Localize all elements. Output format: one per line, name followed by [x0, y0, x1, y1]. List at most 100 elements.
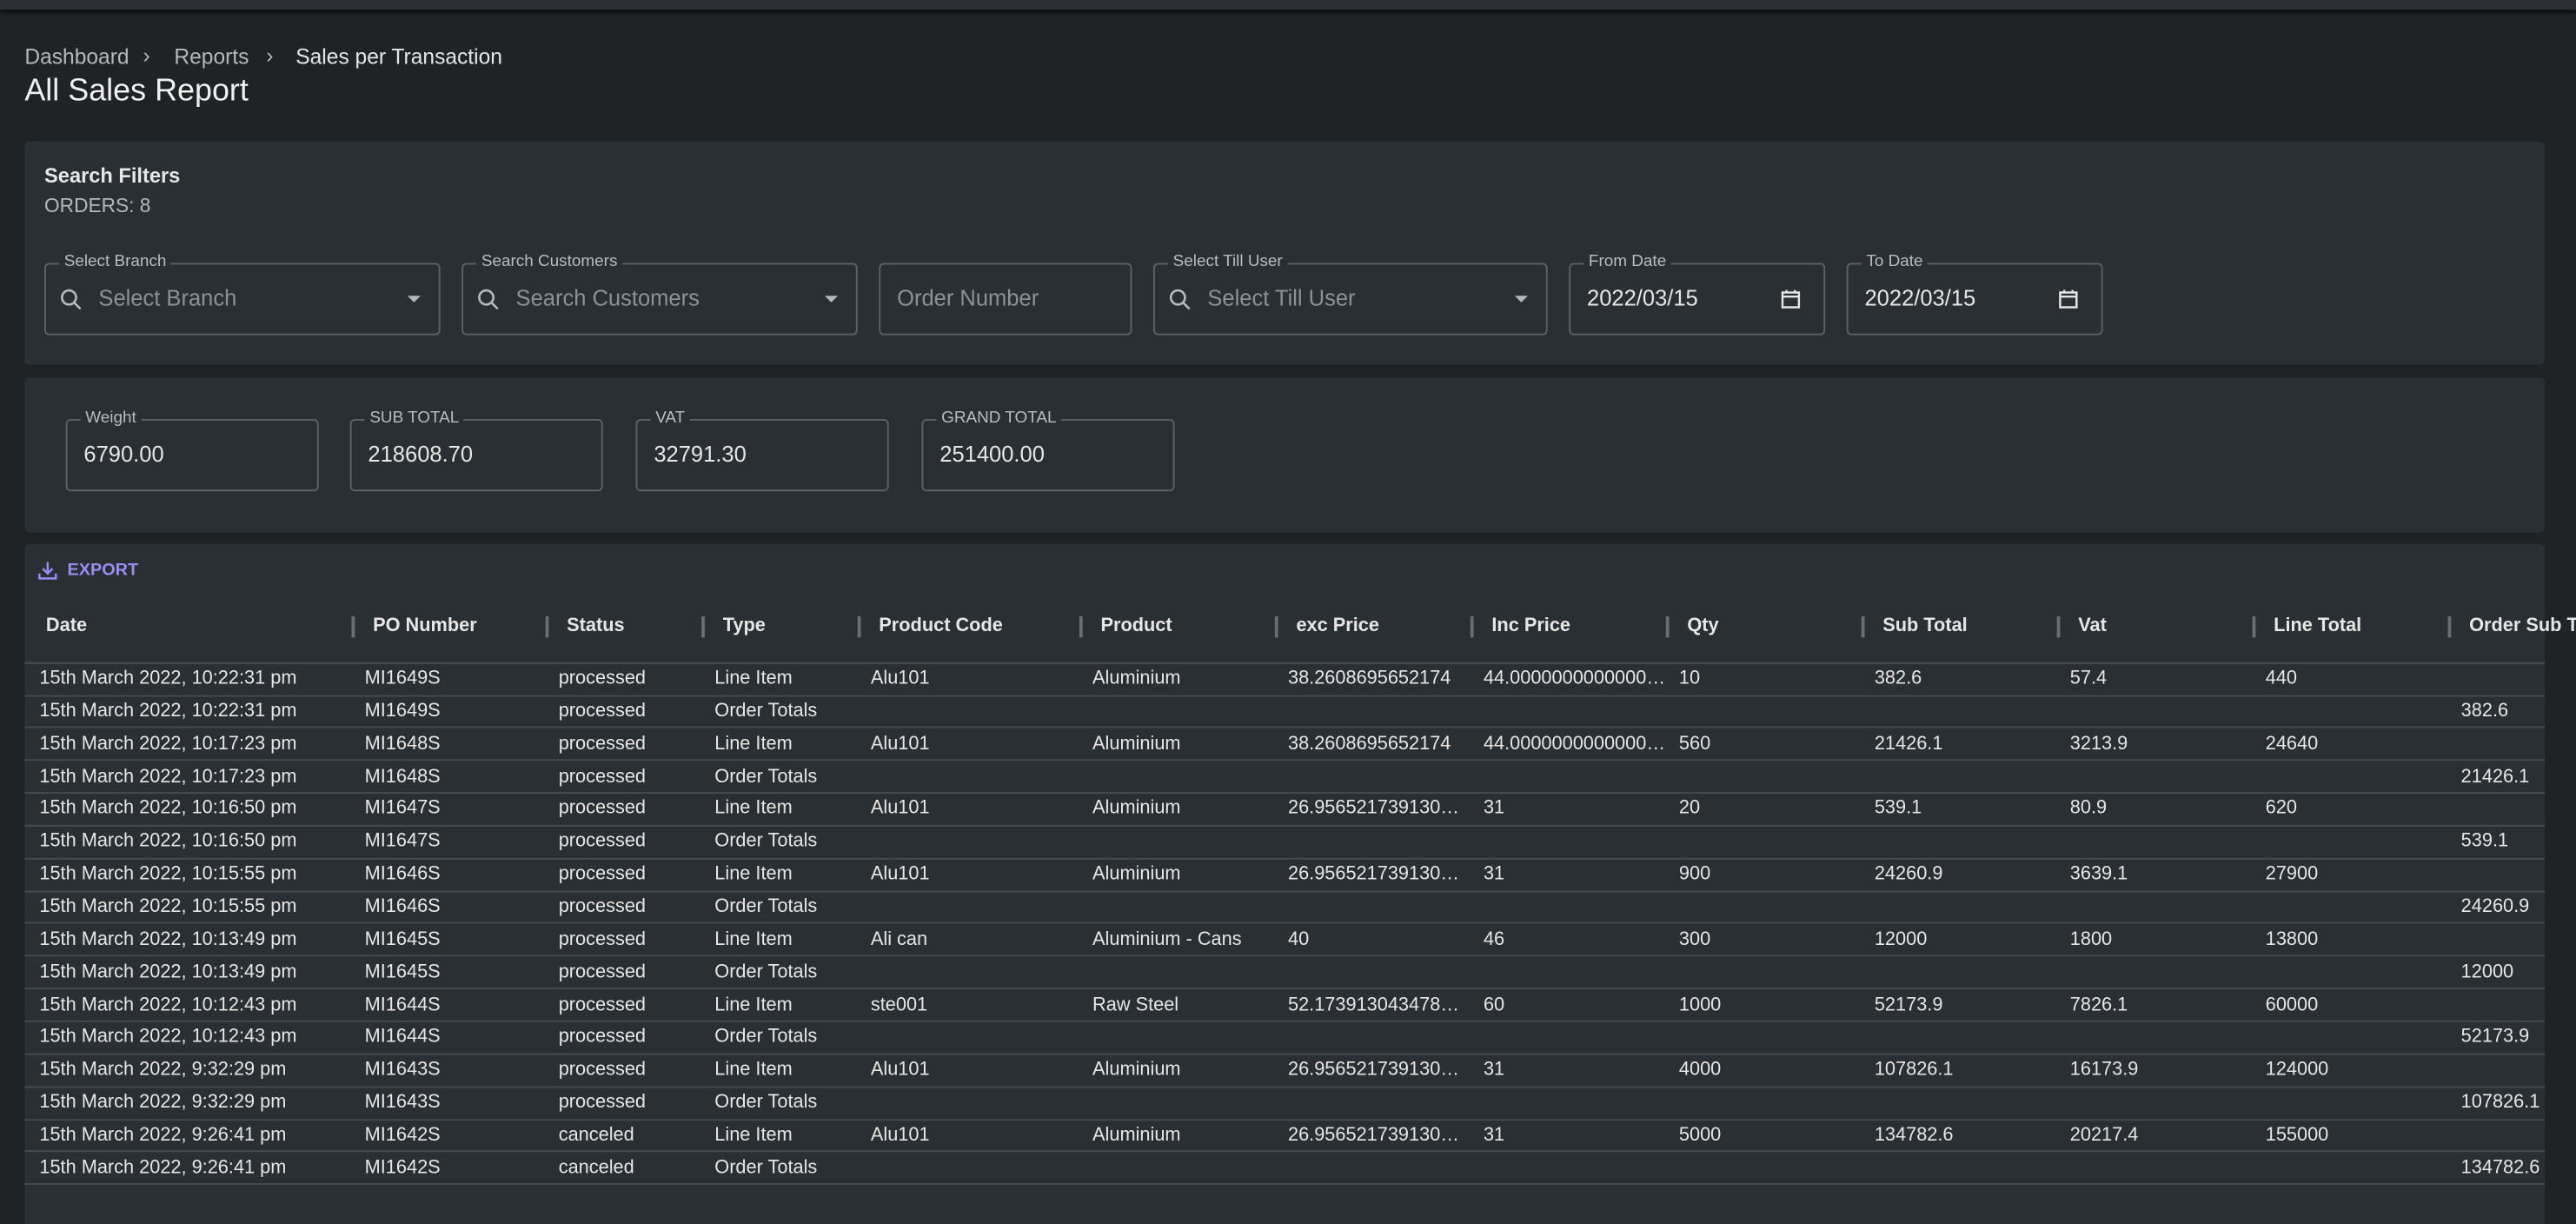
- total-field: GRAND TOTAL251400.00: [921, 419, 1174, 491]
- table-cell: Order Totals: [714, 695, 857, 728]
- table-cell: Alu101: [871, 858, 1079, 891]
- table-cell: MI1646S: [365, 858, 546, 891]
- table-cell: 15th March 2022, 10:12:43 pm: [39, 1021, 355, 1054]
- table-cell: 382.6: [1875, 662, 2057, 695]
- table-cell: Order Totals: [714, 1152, 857, 1185]
- column-header[interactable]: Qty: [1687, 616, 1718, 636]
- table-cell: 60: [1484, 988, 1666, 1021]
- table-cell: 16173.9: [2070, 1054, 2253, 1087]
- filter-field[interactable]: From Date2022/03/15: [1569, 263, 1825, 335]
- table-cell: 20: [1679, 793, 1862, 826]
- table-cell: processed: [559, 728, 701, 761]
- table-cell: Order Totals: [714, 825, 857, 858]
- search-icon: [476, 288, 499, 310]
- table-cell: canceled: [559, 1119, 701, 1152]
- table-cell: 134782.6: [2461, 1152, 2574, 1185]
- table-cell: 31: [1484, 1119, 1666, 1152]
- filter-field[interactable]: Search CustomersSearch Customers: [461, 263, 858, 335]
- field-value: 2022/03/15: [1587, 286, 1698, 310]
- column-header[interactable]: Line Total: [2274, 616, 2361, 636]
- table-cell: 26.956521739130…: [1288, 858, 1471, 891]
- table-cell: MI1643S: [365, 1054, 546, 1087]
- table-cell: 15th March 2022, 10:15:55 pm: [39, 858, 355, 891]
- table-cell: 52.173913043478…: [1288, 988, 1471, 1021]
- column-separator: [546, 616, 549, 638]
- export-button[interactable]: EXPORT: [68, 561, 139, 581]
- table-cell: MI1645S: [365, 955, 546, 988]
- table-cell: Line Item: [714, 1119, 857, 1152]
- top-bar: [0, 0, 2576, 10]
- filter-field[interactable]: Select Till UserSelect Till User: [1153, 263, 1548, 335]
- table-cell: processed: [559, 662, 701, 695]
- table-cell: 15th March 2022, 10:16:50 pm: [39, 793, 355, 826]
- table-cell: processed: [559, 1087, 701, 1120]
- table-cell: 10: [1679, 662, 1862, 695]
- column-header[interactable]: Type: [723, 616, 766, 636]
- drop-icon: [402, 288, 425, 310]
- column-separator: [2253, 616, 2256, 638]
- total-field: VAT32791.30: [636, 419, 889, 491]
- column-separator: [1862, 616, 1865, 638]
- orders-count: ORDERS: 8: [44, 194, 150, 216]
- column-header[interactable]: Inc Price: [1491, 616, 1570, 636]
- column-header[interactable]: Order Sub Total: [2469, 616, 2576, 636]
- breadcrumb-link[interactable]: Dashboard: [24, 44, 129, 69]
- table-cell: Order Totals: [714, 1021, 857, 1054]
- table-cell: MI1644S: [365, 988, 546, 1021]
- cal-icon: [1779, 288, 1802, 310]
- column-separator: [2057, 616, 2061, 638]
- table-cell: 15th March 2022, 10:17:23 pm: [39, 728, 355, 761]
- table-cell: 44.0000000000000…: [1484, 728, 1666, 761]
- total-label: Weight: [81, 409, 142, 429]
- export-icon: [37, 561, 57, 581]
- column-header[interactable]: Date: [46, 616, 87, 636]
- drop-icon: [820, 288, 842, 310]
- table-cell: Aluminium: [1092, 1119, 1275, 1152]
- table-cell: 3639.1: [2070, 858, 2253, 891]
- total-value: 6790.00: [83, 442, 163, 466]
- table-cell: 107826.1: [1875, 1054, 2057, 1087]
- column-header[interactable]: Vat: [2078, 616, 2107, 636]
- table-cell: Order Totals: [714, 890, 857, 923]
- table-cell: 20217.4: [2070, 1119, 2253, 1152]
- table-cell: 15th March 2022, 9:26:41 pm: [39, 1119, 355, 1152]
- column-separator: [1275, 616, 1278, 638]
- table-cell: processed: [559, 923, 701, 956]
- column-header[interactable]: PO Number: [373, 616, 477, 636]
- table-cell: 382.6: [2461, 695, 2574, 728]
- table-cell: 15th March 2022, 10:22:31 pm: [39, 695, 355, 728]
- filter-field[interactable]: Order Number: [879, 263, 1132, 335]
- field-label: Select Till User: [1168, 253, 1287, 273]
- total-field: SUB TOTAL218608.70: [350, 419, 603, 491]
- column-header[interactable]: Product Code: [879, 616, 1003, 636]
- column-header[interactable]: exc Price: [1296, 616, 1378, 636]
- table-cell: processed: [559, 1054, 701, 1087]
- column-header[interactable]: Product: [1101, 616, 1172, 636]
- filter-field[interactable]: To Date2022/03/15: [1847, 263, 2103, 335]
- table-cell: 15th March 2022, 10:16:50 pm: [39, 825, 355, 858]
- table-cell: 31: [1484, 1054, 1666, 1087]
- table-cell: processed: [559, 695, 701, 728]
- column-separator: [2448, 616, 2452, 638]
- table-cell: 539.1: [2461, 825, 2574, 858]
- table-cell: 124000: [2266, 1054, 2448, 1087]
- table-cell: 52173.9: [2461, 1021, 2574, 1054]
- table-cell: processed: [559, 955, 701, 988]
- table-cell: 440: [2266, 662, 2448, 695]
- breadcrumb-link[interactable]: Reports: [174, 44, 249, 69]
- table-cell: 46: [1484, 923, 1666, 956]
- total-label: GRAND TOTAL: [936, 409, 1061, 429]
- table-cell: Alu101: [871, 1119, 1079, 1152]
- table-cell: 80.9: [2070, 793, 2253, 826]
- table-cell: ste001: [871, 988, 1079, 1021]
- table-cell: Line Item: [714, 1054, 857, 1087]
- table-cell: processed: [559, 890, 701, 923]
- table-cell: Alu101: [871, 793, 1079, 826]
- table-cell: 57.4: [2070, 662, 2253, 695]
- column-header[interactable]: Sub Total: [1882, 616, 1967, 636]
- filter-field[interactable]: Select BranchSelect Branch: [44, 263, 441, 335]
- table-cell: 15th March 2022, 9:32:29 pm: [39, 1054, 355, 1087]
- table-cell: canceled: [559, 1152, 701, 1185]
- table-cell: Aluminium - Cans: [1092, 923, 1275, 956]
- column-header[interactable]: Status: [567, 616, 624, 636]
